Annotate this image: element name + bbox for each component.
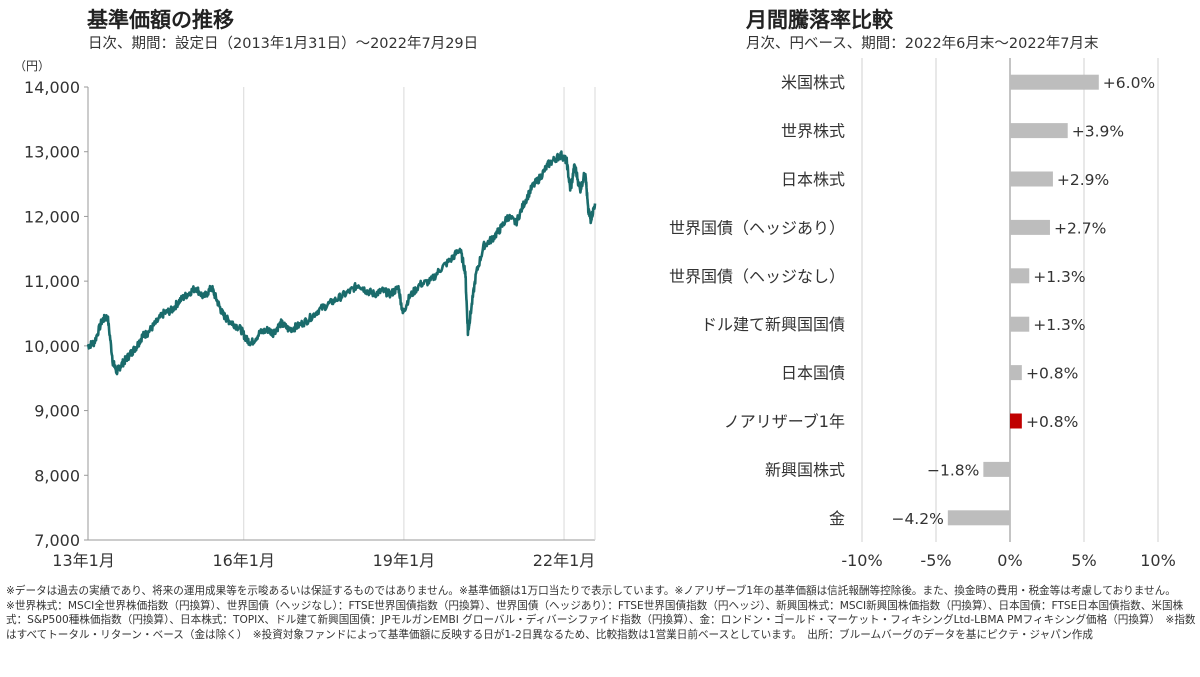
bar [1010, 74, 1099, 90]
bar-category-label: 新興国株式 [765, 460, 845, 479]
bar-x-tick-label: 0% [997, 551, 1022, 570]
bar-value-label: +0.8% [1026, 413, 1078, 431]
bar-value-label: +2.9% [1057, 171, 1109, 189]
bar-category-label: 世界国債（ヘッジなし） [669, 267, 845, 286]
bar [1010, 123, 1068, 139]
left-chart-subtitle: 日次、期間：設定日（2013年1月31日）～2022年7月29日 [88, 36, 479, 52]
line-y-unit-label: （円） [14, 59, 50, 73]
footnotes: ※データは過去の実績であり、将来の運用成果等を示唆あるいは保証するものではありま… [6, 584, 1196, 642]
bar-value-label: −4.2% [891, 510, 943, 528]
line-y-tick-label: 11,000 [24, 272, 80, 291]
bar-value-label: +1.3% [1033, 316, 1085, 334]
nav-series-line [86, 150, 597, 376]
bar-x-tick-label: -5% [920, 551, 951, 570]
right-chart-title: 月間騰落率比較 [746, 8, 893, 32]
footnote-1: ※データは過去の実績であり、将来の運用成果等を示唆あるいは保証するものではありま… [6, 585, 1176, 597]
bar-value-label: −1.8% [927, 461, 979, 479]
line-y-tick-label: 9,000 [34, 402, 80, 421]
footnote-2: ※世界株式：MSCI全世界株価指数（円換算）、世界国債（ヘッジなし）：FTSE世… [6, 599, 1196, 641]
line-x-tick-label: 19年1月 [373, 551, 436, 570]
left-chart-title: 基準価額の推移 [87, 8, 234, 32]
bar [1010, 316, 1030, 332]
line-y-tick-label: 7,000 [34, 531, 80, 550]
bar [1010, 171, 1053, 187]
bar-x-tick-label: 5% [1071, 551, 1096, 570]
nav-line-chart: 7,000 8,000 9,000 10,000 11,000 12,000 13,000 1… [14, 59, 597, 570]
bar [983, 461, 1010, 477]
line-y-tick-label: 10,000 [24, 337, 80, 356]
bar-category-label: 米国株式 [781, 73, 845, 92]
bar-value-label: +1.3% [1033, 268, 1085, 286]
bar-category-label: 世界株式 [781, 122, 845, 141]
bar [947, 510, 1010, 526]
bar-category-label: 世界国債（ヘッジあり） [669, 218, 845, 237]
line-x-tick-label: 13年1月 [52, 551, 115, 570]
right-chart-subtitle: 月次、円ベース、期間：2022年6月末～2022年7月末 [746, 36, 1099, 52]
bar [1010, 219, 1050, 235]
line-y-tick-label: 8,000 [34, 466, 80, 485]
return-bar-chart: -10% -5% 0% 5% 10% 米国株式 +6.0% 世界株式 +3.9% 日本株式 +2.9… [669, 58, 1176, 570]
bar [1010, 365, 1022, 381]
line-y-tick-label: 13,000 [24, 143, 80, 162]
bar [1010, 413, 1022, 429]
line-y-tick-label: 12,000 [24, 207, 80, 226]
bar-x-tick-label: 10% [1140, 551, 1176, 570]
bar-value-label: +2.7% [1054, 219, 1106, 237]
charts-canvas: 7,000 8,000 9,000 10,000 11,000 12,000 13,000 1… [14, 58, 1176, 570]
bar-x-tick-label: -10% [841, 551, 882, 570]
bar-value-label: +0.8% [1026, 365, 1078, 383]
line-x-tick-label: 22年1月 [533, 551, 596, 570]
line-x-tick-label: 16年1月 [212, 551, 275, 570]
bar-value-label: +3.9% [1072, 123, 1124, 141]
bar-value-label: +6.0% [1103, 74, 1155, 92]
bar-category-label: ノアリザーブ1年 [724, 412, 845, 431]
bar-category-label: 日本株式 [781, 170, 845, 189]
bar-category-label: 金 [829, 509, 845, 528]
bar-category-label: 日本国債 [781, 364, 845, 383]
bar-category-label: ドル建て新興国国債 [701, 315, 845, 334]
line-y-tick-label: 14,000 [24, 78, 80, 97]
bar [1010, 268, 1030, 284]
